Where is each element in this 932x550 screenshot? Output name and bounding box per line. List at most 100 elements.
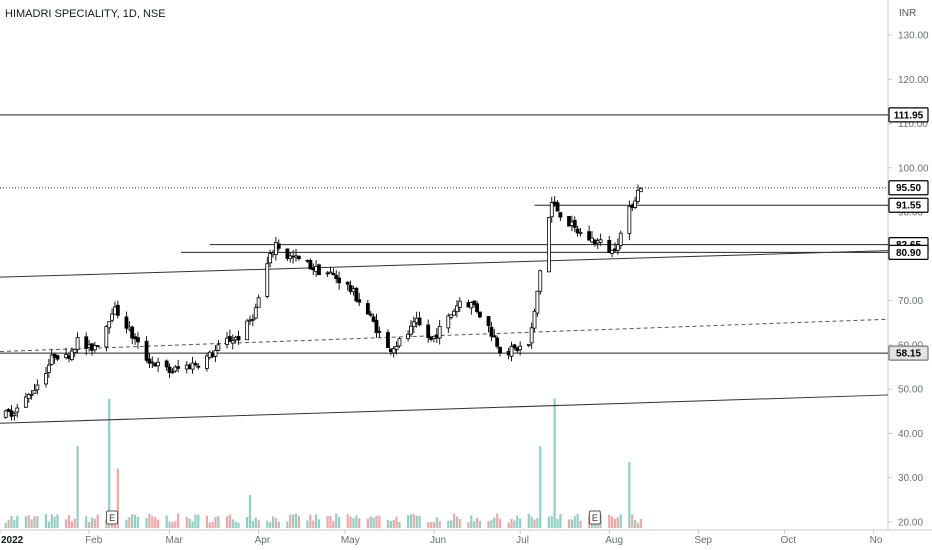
candle-body[interactable] bbox=[265, 263, 270, 297]
candle-body[interactable] bbox=[509, 345, 514, 357]
candle-body[interactable] bbox=[512, 344, 517, 348]
candle-body[interactable] bbox=[15, 407, 20, 413]
candle-body[interactable] bbox=[55, 355, 60, 360]
candle-body[interactable] bbox=[69, 350, 74, 361]
candle-body[interactable] bbox=[3, 410, 8, 418]
candle-body[interactable] bbox=[130, 326, 135, 339]
candle-body[interactable] bbox=[578, 232, 583, 234]
candle-body[interactable] bbox=[6, 408, 11, 412]
trend-line[interactable] bbox=[0, 394, 889, 424]
candle-body[interactable] bbox=[449, 314, 454, 318]
candle-body[interactable] bbox=[365, 303, 370, 315]
candle-body[interactable] bbox=[610, 249, 615, 254]
candle-body[interactable] bbox=[409, 325, 413, 335]
candle-body[interactable] bbox=[492, 335, 497, 338]
candle-body[interactable] bbox=[308, 260, 313, 270]
candle-body[interactable] bbox=[296, 255, 301, 260]
candle-body[interactable] bbox=[26, 394, 31, 400]
candle-body[interactable] bbox=[170, 371, 175, 374]
candle-body[interactable] bbox=[633, 200, 638, 208]
candle-body[interactable] bbox=[394, 346, 399, 350]
candle-body[interactable] bbox=[446, 315, 451, 329]
earnings-marker[interactable] bbox=[106, 510, 119, 525]
candle-body[interactable] bbox=[371, 316, 376, 322]
candle-body[interactable] bbox=[331, 273, 336, 276]
candle-body[interactable] bbox=[29, 394, 34, 396]
candle-body[interactable] bbox=[469, 302, 474, 309]
trend-line[interactable] bbox=[0, 250, 889, 278]
candle-body[interactable] bbox=[558, 212, 563, 218]
candle-body[interactable] bbox=[377, 330, 382, 333]
candle-body[interactable] bbox=[549, 202, 554, 218]
candle-body[interactable] bbox=[575, 228, 580, 234]
candle-body[interactable] bbox=[526, 344, 531, 346]
candle-body[interactable] bbox=[337, 277, 342, 284]
candle-body[interactable] bbox=[150, 361, 155, 364]
candle-body[interactable] bbox=[587, 231, 592, 241]
candle-body[interactable] bbox=[213, 349, 218, 357]
candle-body[interactable] bbox=[417, 317, 422, 326]
candle-body[interactable] bbox=[452, 310, 456, 316]
candle-body[interactable] bbox=[190, 362, 195, 370]
candle-body[interactable] bbox=[176, 366, 181, 369]
candle-body[interactable] bbox=[230, 340, 235, 344]
candle-body[interactable] bbox=[397, 338, 402, 347]
candle-body[interactable] bbox=[386, 332, 390, 349]
candle-body[interactable] bbox=[598, 239, 603, 243]
candle-body[interactable] bbox=[136, 337, 140, 343]
candle-body[interactable] bbox=[627, 206, 632, 234]
candle-body[interactable] bbox=[615, 244, 620, 251]
candle-body[interactable] bbox=[276, 243, 281, 249]
candle-body[interactable] bbox=[411, 321, 416, 328]
candle-body[interactable] bbox=[317, 264, 321, 276]
candle-body[interactable] bbox=[196, 365, 201, 368]
earnings-marker[interactable] bbox=[588, 510, 601, 525]
candle-body[interactable] bbox=[95, 345, 100, 347]
candle-body[interactable] bbox=[638, 188, 643, 193]
candle-body[interactable] bbox=[23, 396, 28, 408]
candle-body[interactable] bbox=[250, 318, 255, 321]
candle-body[interactable] bbox=[268, 253, 273, 264]
candle-body[interactable] bbox=[334, 275, 339, 279]
candle-body[interactable] bbox=[285, 248, 290, 259]
candle-body[interactable] bbox=[104, 326, 109, 348]
candle-body[interactable] bbox=[156, 361, 160, 367]
candle-body[interactable] bbox=[518, 345, 523, 351]
candle-body[interactable] bbox=[529, 327, 534, 344]
candle-body[interactable] bbox=[173, 366, 178, 372]
candle-body[interactable] bbox=[75, 337, 80, 350]
candle-body[interactable] bbox=[495, 337, 500, 347]
candle-body[interactable] bbox=[46, 364, 51, 373]
candle-body[interactable] bbox=[391, 348, 396, 354]
candle-body[interactable] bbox=[164, 360, 169, 368]
candle-body[interactable] bbox=[72, 348, 77, 354]
candle-body[interactable] bbox=[216, 344, 221, 351]
candle-body[interactable] bbox=[35, 384, 40, 391]
candle-body[interactable] bbox=[144, 340, 149, 361]
candle-body[interactable] bbox=[489, 326, 494, 337]
candle-body[interactable] bbox=[475, 303, 479, 312]
candle-body[interactable] bbox=[636, 189, 640, 202]
candle-body[interactable] bbox=[12, 413, 17, 416]
candle-body[interactable] bbox=[535, 290, 540, 314]
candle-body[interactable] bbox=[205, 355, 209, 369]
candle-body[interactable] bbox=[256, 297, 261, 308]
candle-body[interactable] bbox=[426, 324, 431, 338]
candle-body[interactable] bbox=[328, 271, 333, 274]
candle-body[interactable] bbox=[532, 310, 537, 329]
candle-body[interactable] bbox=[406, 333, 410, 339]
candle-body[interactable] bbox=[44, 373, 48, 385]
candle-body[interactable] bbox=[374, 319, 379, 334]
candle-body[interactable] bbox=[245, 320, 250, 341]
candle-body[interactable] bbox=[455, 305, 459, 313]
candle-body[interactable] bbox=[555, 202, 560, 212]
candle-body[interactable] bbox=[478, 311, 482, 318]
candle-body[interactable] bbox=[546, 217, 551, 273]
candle-body[interactable] bbox=[49, 354, 54, 365]
candle-body[interactable] bbox=[32, 390, 37, 394]
candle-body[interactable] bbox=[486, 316, 491, 327]
candle-body[interactable] bbox=[325, 272, 330, 275]
candle-body[interactable] bbox=[227, 336, 232, 343]
candle-body[interactable] bbox=[253, 307, 258, 319]
